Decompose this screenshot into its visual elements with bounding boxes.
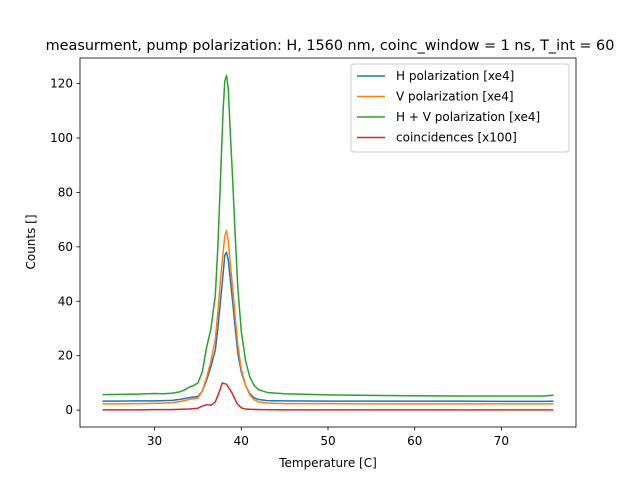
series-line-2 [102,229,554,405]
x-tick-label: 40 [234,434,249,448]
x-tick-label: 60 [407,434,422,448]
x-axis: 30 40 50 60 70 [147,427,509,448]
y-tick-label: 80 [58,185,73,199]
y-tick-label: 20 [58,349,73,363]
legend: H polarization [xe4] V polarization [xe4]… [350,63,570,153]
x-tick-label: 30 [147,434,162,448]
series-line-4 [102,382,554,411]
legend-label-4: coincidences [x100] [396,131,517,145]
y-tick-label: 100 [50,131,73,145]
y-axis: 0 20 40 60 80 100 120 [50,77,80,417]
legend-label-3: H + V polarization [xe4] [396,110,540,124]
chart-title: measurment, pump polarization: H, 1560 n… [46,38,615,54]
y-tick-label: 60 [58,240,73,254]
y-tick-label: 120 [50,77,73,91]
y-tick-label: 40 [58,294,73,308]
series-line-1 [102,251,554,403]
plot-lines [102,74,554,411]
x-tick-label: 70 [494,434,509,448]
y-tick-label: 0 [65,403,73,417]
legend-label-1: H polarization [xe4] [396,69,514,83]
x-tick-label: 50 [320,434,335,448]
series-line-3 [102,74,554,397]
legend-box [350,63,570,153]
y-axis-label: Counts [] [24,214,38,269]
legend-label-2: V polarization [xe4] [396,90,514,104]
x-axis-label: Temperature [C] [278,456,377,470]
